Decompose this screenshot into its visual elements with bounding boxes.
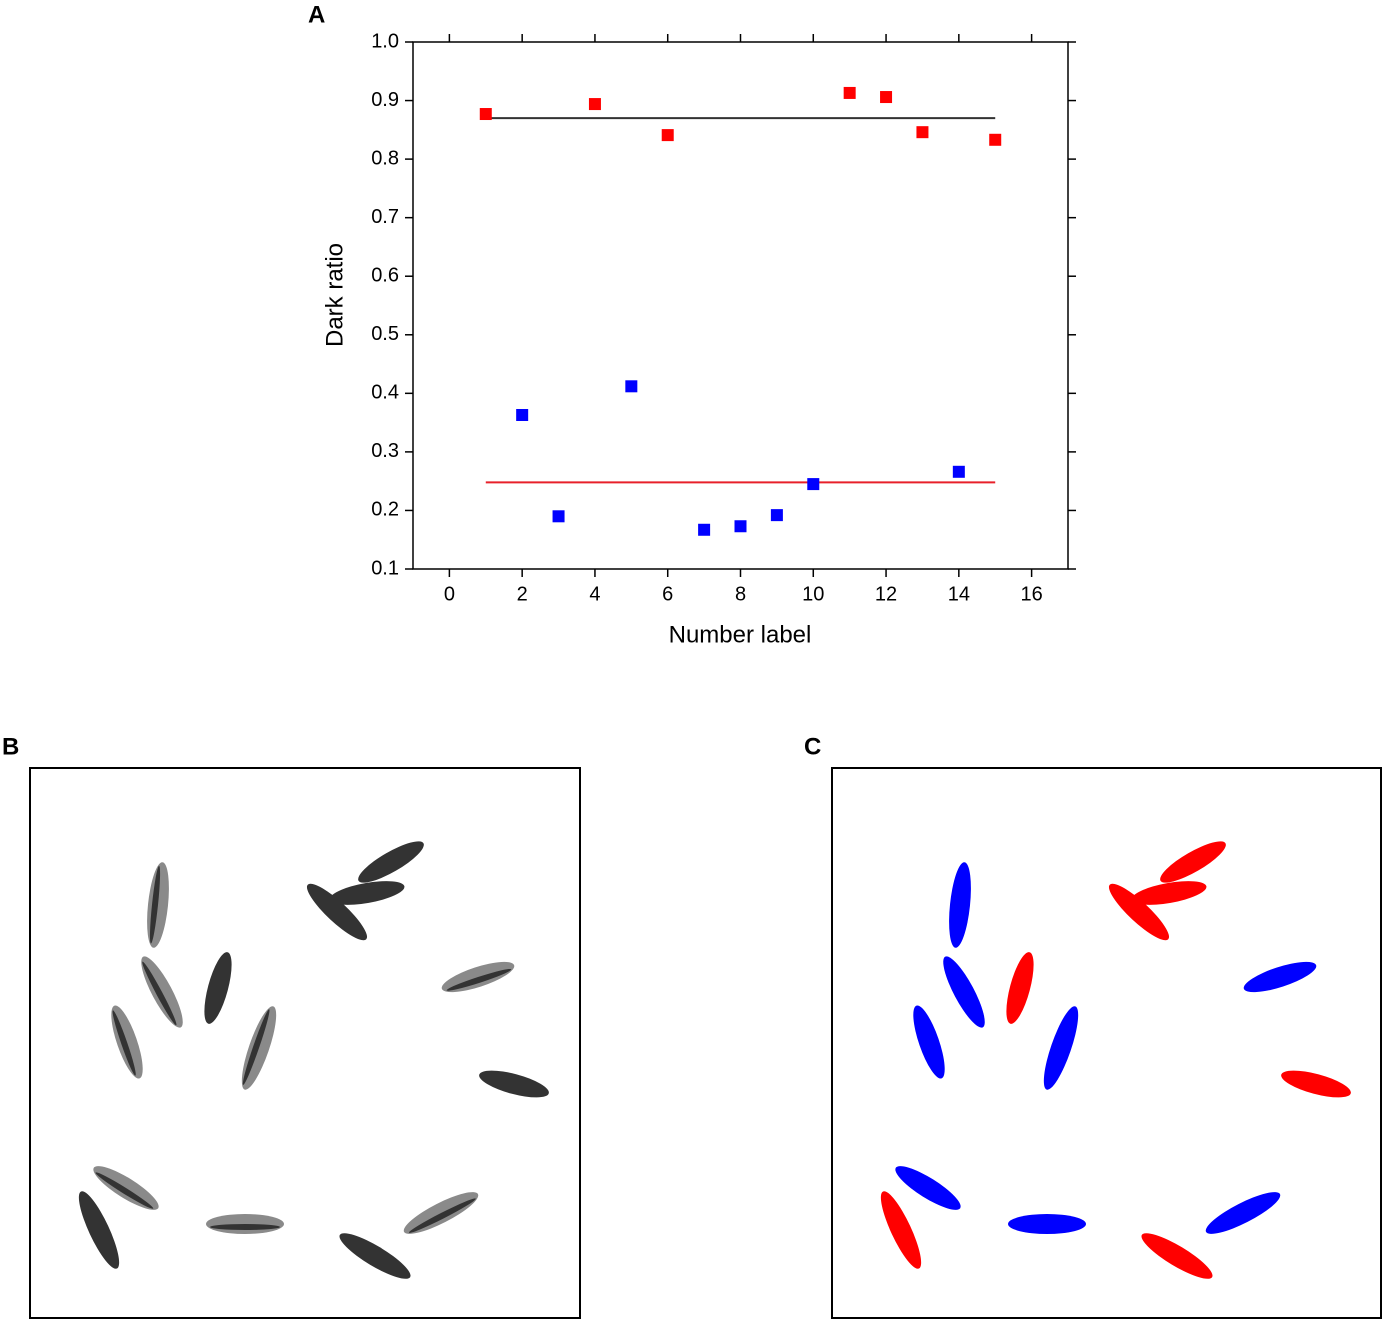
panel-label: A (308, 1, 325, 28)
point (770, 509, 783, 522)
point (807, 478, 820, 491)
seed-stripe (142, 961, 177, 1026)
y-tick-label: 0.8 (371, 147, 399, 169)
y-tick-label: 0.3 (371, 440, 399, 462)
point (843, 86, 856, 99)
seed (1141, 1233, 1213, 1279)
seed (943, 956, 985, 1028)
seed (1160, 841, 1226, 883)
x-tick-label: 6 (662, 583, 673, 605)
seed-stripe (408, 1198, 476, 1233)
y-tick-label: 0.7 (371, 206, 399, 228)
y-tick-label: 1.0 (371, 30, 399, 52)
y-tick-label: 0.9 (371, 89, 399, 111)
panel-label: C (804, 733, 821, 760)
y-tick-label: 0.6 (371, 265, 399, 287)
seed (1281, 1070, 1351, 1098)
y-tick-label: 0.4 (371, 382, 399, 404)
seed (339, 1233, 411, 1279)
seed (1043, 1006, 1079, 1090)
seed-stripe (95, 1172, 154, 1209)
seed (358, 841, 424, 883)
panel-c-frame (831, 767, 1382, 1319)
x-axis-label: Number label (669, 621, 812, 648)
point (989, 133, 1002, 146)
seed-images (78, 841, 1351, 1279)
seed (949, 862, 971, 948)
x-tick-label: 10 (802, 583, 824, 605)
point (916, 126, 929, 139)
seed (1243, 961, 1317, 993)
point (625, 380, 638, 393)
point (661, 129, 674, 142)
seed (306, 883, 368, 941)
seed (1131, 881, 1207, 905)
seed (1006, 952, 1034, 1024)
y-axis-label: Dark ratio (321, 243, 348, 347)
seed-stripe (242, 1009, 270, 1085)
seed-stripe (210, 1224, 280, 1230)
point (734, 520, 747, 533)
seed (1108, 883, 1170, 941)
seed (880, 1191, 922, 1269)
seed (1008, 1214, 1086, 1234)
point (516, 408, 529, 421)
seed-stripe (112, 1010, 136, 1076)
x-tick-label: 2 (517, 583, 528, 605)
panel-label: B (2, 733, 19, 760)
seed (329, 881, 405, 905)
x-tick-label: 12 (875, 583, 897, 605)
seed (479, 1070, 549, 1098)
point (952, 465, 965, 478)
point (588, 98, 601, 111)
point (479, 108, 492, 121)
seed (913, 1005, 945, 1079)
seed (895, 1166, 961, 1210)
seed (204, 952, 232, 1024)
panel-b-frame (29, 767, 581, 1319)
x-tick-label: 4 (589, 583, 600, 605)
x-tick-label: 8 (735, 583, 746, 605)
y-tick-label: 0.2 (371, 499, 399, 521)
seed-stripe (149, 865, 161, 944)
point (552, 510, 565, 523)
x-tick-label: 14 (948, 583, 970, 605)
y-tick-label: 0.5 (371, 323, 399, 345)
plot-frame (412, 41, 1069, 570)
x-tick-label: 0 (444, 583, 455, 605)
seed (1205, 1192, 1281, 1234)
seed (78, 1191, 120, 1269)
point (880, 91, 893, 104)
x-tick-label: 16 (1020, 583, 1042, 605)
seed-stripe (446, 968, 512, 991)
point (698, 523, 711, 536)
y-tick-label: 0.1 (371, 557, 399, 579)
